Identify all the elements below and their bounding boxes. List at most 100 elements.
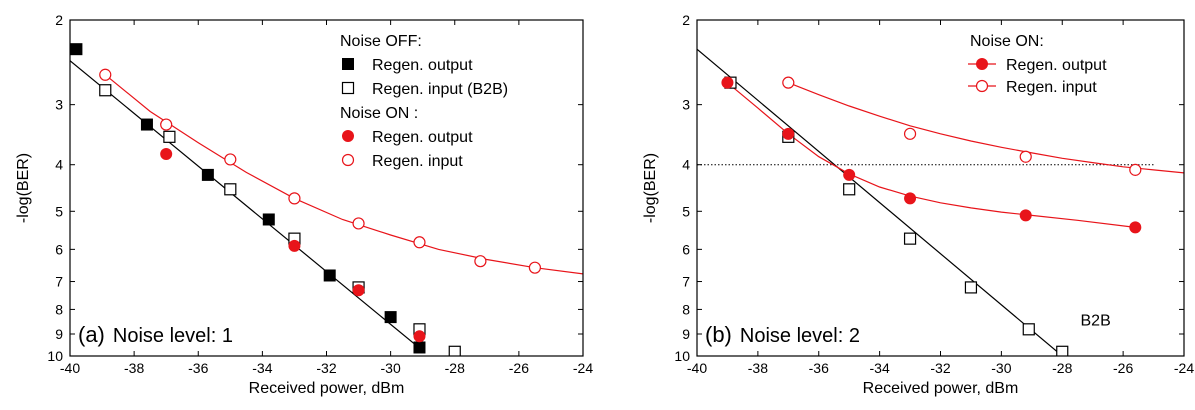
y-tick-label: 10	[47, 348, 63, 364]
y-tick-label: 2	[55, 12, 63, 28]
data-point	[843, 183, 856, 196]
x-tick-label: -36	[188, 360, 208, 376]
data-point	[474, 255, 487, 268]
y-tick-label: 3	[55, 97, 63, 113]
data-point	[70, 43, 83, 56]
legend-title: Noise OFF:	[340, 33, 422, 50]
x-axis-label: Received power, dBm	[249, 380, 405, 397]
panel-text: Noise level: 1	[113, 325, 233, 347]
legend-marker	[976, 58, 988, 70]
data-point	[448, 345, 461, 356]
plot-area	[697, 48, 1184, 356]
y-tick-label: 4	[682, 157, 690, 173]
data-point	[528, 261, 542, 274]
data-point	[1022, 323, 1035, 336]
y-tick-label: 4	[55, 157, 63, 173]
panel-letter: (b)	[705, 322, 732, 347]
panel-text: Noise level: 2	[740, 325, 860, 347]
y-tick-label: 5	[682, 203, 690, 219]
data-point	[1129, 163, 1142, 176]
data-point	[160, 147, 173, 160]
y-tick-label: 6	[682, 241, 690, 257]
data-point	[99, 84, 112, 97]
data-point	[160, 118, 173, 131]
data-point	[262, 213, 275, 226]
legend-label: Regen. output	[372, 129, 473, 146]
plot-frame	[696, 19, 1185, 357]
x-tick-label: -24	[573, 360, 593, 376]
fit-curve	[727, 82, 1136, 228]
data-point	[384, 311, 397, 324]
data-point	[288, 192, 301, 205]
data-point	[1129, 221, 1142, 234]
data-point	[413, 330, 426, 343]
y-tick-label: 3	[682, 97, 690, 113]
legend-label: Regen. input	[372, 153, 463, 170]
y-tick-label: 9	[55, 326, 63, 342]
data-point	[99, 68, 112, 81]
panel-letter: (a)	[78, 322, 105, 347]
y-tick-label: 8	[55, 301, 63, 317]
y-tick-label: 6	[55, 241, 63, 257]
legend: Noise OFF: Regen. output Regen. input (B2B…	[340, 33, 508, 170]
y-tick-label: 10	[674, 348, 690, 364]
legend-marker	[342, 58, 354, 70]
plot-frame	[69, 19, 584, 357]
x-tick-label: -30	[991, 360, 1011, 376]
x-tick-label: -40	[687, 360, 707, 376]
data-point	[201, 168, 214, 181]
data-point	[224, 153, 237, 166]
legend-title: Noise ON :	[340, 105, 418, 122]
x-tick-label: -32	[930, 360, 950, 376]
legend-label: Regen. input	[1006, 79, 1097, 96]
legend-marker	[341, 81, 355, 95]
x-tick-label: -34	[870, 360, 890, 376]
x-tick-label: -30	[381, 360, 401, 376]
panel-label: (a) Noise level: 1	[78, 322, 233, 347]
annotation-b2b: B2B	[1081, 313, 1111, 330]
data-point	[352, 284, 365, 297]
x-tick-label: -36	[809, 360, 829, 376]
data-point	[904, 192, 917, 205]
x-tick-label: -38	[124, 360, 144, 376]
y-axis-label: -log(BER)	[15, 153, 32, 223]
legend-marker	[341, 153, 355, 167]
y-tick-label: 2	[682, 12, 690, 28]
data-point	[964, 281, 978, 294]
chart-panel-a: -40 -38 -36 -34 -32 -30 -28 -26 -24 2 3 4 5 6 7 8 9 10 Rec…	[15, 12, 593, 397]
data-point	[1056, 345, 1069, 356]
fit-curve	[104, 74, 583, 275]
fit-curve	[697, 48, 1063, 356]
data-point	[843, 168, 856, 181]
legend-title: Noise ON:	[970, 33, 1044, 50]
x-tick-label: -26	[509, 360, 529, 376]
x-tick-label: -32	[316, 360, 336, 376]
data-point	[721, 76, 734, 89]
x-tick-label: -28	[445, 360, 465, 376]
data-point	[903, 127, 917, 140]
y-tick-label: 8	[682, 301, 690, 317]
x-tick-label: -26	[1113, 360, 1133, 376]
x-tick-label: -38	[748, 360, 768, 376]
data-point	[413, 236, 426, 249]
data-point	[903, 232, 917, 245]
data-point	[140, 118, 153, 131]
legend-label: Regen. output	[1006, 57, 1107, 74]
panel-label: (b) Noise level: 2	[705, 322, 860, 347]
y-tick-label: 9	[682, 326, 690, 342]
data-point	[163, 130, 176, 143]
y-axis-label: -log(BER)	[642, 153, 659, 223]
x-axis-label: Received power, dBm	[863, 380, 1019, 397]
data-point	[323, 269, 336, 282]
legend: Noise ON: Regen. output Regen. input	[968, 33, 1107, 96]
x-tick-label: -28	[1052, 360, 1072, 376]
y-tick-label: 5	[55, 203, 63, 219]
chart-panel-b: -40 -38 -36 -34 -32 -30 -28 -26 -24 2 3 4 5 6 7 8 9 10 Rec…	[642, 12, 1194, 397]
x-tick-label: -34	[252, 360, 272, 376]
data-point	[352, 217, 365, 230]
data-point	[1019, 150, 1032, 163]
data-point	[288, 239, 301, 252]
legend-marker	[975, 79, 989, 93]
y-tick-label: 7	[55, 274, 63, 290]
data-point	[782, 127, 795, 140]
